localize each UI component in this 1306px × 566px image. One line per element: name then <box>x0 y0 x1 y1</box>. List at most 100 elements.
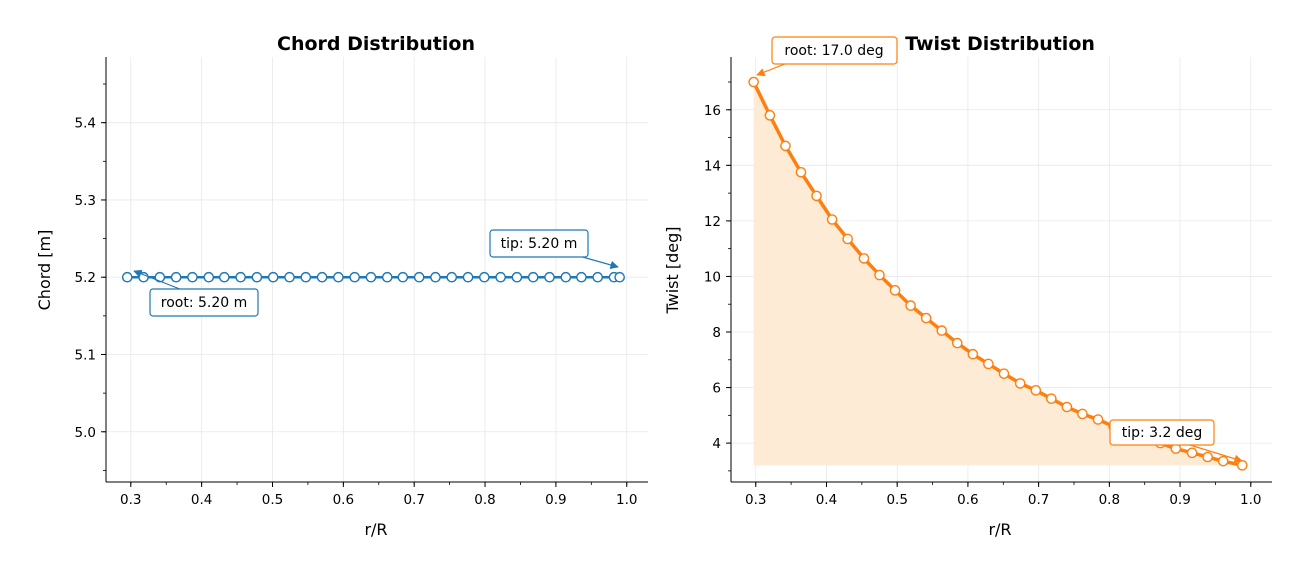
twist-series <box>748 76 1248 471</box>
twist-data-point <box>920 312 932 324</box>
twist-data-point <box>983 358 994 370</box>
twist-data-point <box>967 348 979 360</box>
chord-data-point <box>527 271 539 283</box>
chord-x-tick-label: 0.9 <box>545 492 566 508</box>
twist-y-tick-label: 12 <box>704 214 721 230</box>
chord-root-annotation-box <box>149 288 259 317</box>
chord-x-tick-label: 0.4 <box>191 492 212 508</box>
twist-data-point <box>811 190 822 202</box>
chord-distribution-chart: 0.3 0.4 0.5 0.6 0.7 0.8 0.9 1.05.05.15.25.35.4 … <box>35 33 648 539</box>
twist-x-tick-label: 0.5 <box>886 492 907 508</box>
twist-data-point <box>748 76 759 88</box>
twist-distribution-chart: 0.3 0.4 0.5 0.6 0.7 0.8 0.9 1.0 4 6 8 10 12 14 16 Twis… <box>663 33 1272 539</box>
chord-data-point <box>446 271 458 283</box>
chord-tip-annotation-text: tip: 5.20 m <box>501 236 578 252</box>
twist-chart-title: Twist Distribution <box>905 33 1095 55</box>
twist-tip-annotation-text: tip: 3.2 deg <box>1122 425 1203 441</box>
chord-data-point <box>381 271 393 283</box>
twist-data-point <box>842 233 853 245</box>
twist-root-annotation-box <box>771 36 898 65</box>
chord-data-point <box>219 271 230 283</box>
twist-x-axis-label: r/R <box>988 520 1011 539</box>
twist-x-tick-label: 0.3 <box>745 492 766 508</box>
chord-data-point <box>614 271 625 283</box>
chord-axes: 0.3 0.4 0.5 0.6 0.7 0.8 0.9 1.0 5.0 5.1 5.2 5.3 5.4 <box>75 57 648 508</box>
chord-data-point <box>187 271 198 283</box>
chord-data-point <box>300 271 312 283</box>
twist-y-axis-label: Twist [deg] <box>663 227 682 315</box>
twist-x-tick-label: 1.0 <box>1240 492 1261 508</box>
chord-chart-title: Chord Distribution <box>277 33 475 55</box>
chord-y-tick-label: 5.1 <box>75 348 96 364</box>
chord-data-point <box>365 271 377 283</box>
twist-data-point <box>795 166 807 178</box>
chord-y-tick-label: 5.0 <box>75 425 96 441</box>
chord-data-point <box>333 271 344 283</box>
twist-tip-annotation-box <box>1109 419 1215 446</box>
twist-y-tick-label: 10 <box>704 269 721 285</box>
twist-data-point <box>998 368 1010 379</box>
chord-data-point <box>251 271 263 283</box>
twist-x-tick-label: 0.6 <box>957 492 978 508</box>
twist-data-point <box>1202 451 1213 463</box>
chord-data-point <box>154 271 166 283</box>
twist-root-annotation: root: 17.0 deg <box>756 36 898 77</box>
chord-data-point <box>203 271 215 283</box>
twist-tip-annotation: tip: 3.2 deg <box>1109 419 1243 463</box>
twist-x-tick-label: 0.4 <box>816 492 837 508</box>
twist-y-tick-label: 6 <box>712 381 721 397</box>
chord-x-tick-label: 0.6 <box>333 492 354 508</box>
twist-data-point <box>952 337 963 349</box>
twist-data-point <box>905 300 916 311</box>
twist-data-point <box>936 325 948 336</box>
chord-data-point <box>170 271 182 283</box>
twist-y-tick-label: 4 <box>712 436 721 452</box>
chord-x-tick-label: 1.0 <box>616 492 637 508</box>
chord-root-annotation: root: 5.20 m <box>133 269 259 317</box>
twist-data-point <box>780 140 791 152</box>
chord-tip-annotation-box <box>489 229 589 258</box>
twist-y-tick-label: 8 <box>712 325 721 341</box>
chord-data-point <box>413 271 425 283</box>
chord-data-point <box>121 271 133 283</box>
twist-root-annotation-text: root: 17.0 deg <box>784 43 883 59</box>
twist-data-point <box>1061 401 1073 413</box>
chord-y-tick-label: 5.3 <box>75 193 96 209</box>
twist-axes: 0.3 0.4 0.5 0.6 0.7 0.8 0.9 1.0 4 6 8 10 12 14 16 <box>704 57 1272 508</box>
twist-y-tick-label: 16 <box>704 103 721 119</box>
chord-tip-annotation: tip: 5.20 m <box>489 229 619 269</box>
twist-data-point <box>1092 414 1104 425</box>
twist-y-tick-label: 14 <box>704 158 721 174</box>
twist-x-tick-label: 0.7 <box>1028 492 1049 508</box>
twist-x-tick-label: 0.9 <box>1169 492 1190 508</box>
chord-data-point <box>560 271 572 283</box>
chord-x-tick-label: 0.3 <box>120 492 141 508</box>
twist-data-point <box>858 253 870 264</box>
twist-data-point <box>1077 408 1088 420</box>
chord-data-point <box>511 271 523 283</box>
chord-data-point <box>592 271 603 283</box>
twist-x-tick-label: 0.8 <box>1099 492 1120 508</box>
chord-x-axis-label: r/R <box>364 520 387 539</box>
chord-grid <box>106 57 648 482</box>
chord-data-point <box>349 271 360 283</box>
twist-data-point <box>1046 393 1057 404</box>
twist-area-fill <box>753 82 1243 466</box>
chord-x-tick-label: 0.8 <box>474 492 495 508</box>
chord-y-tick-label: 5.4 <box>75 116 96 132</box>
chord-x-tick-label: 0.7 <box>403 492 424 508</box>
chord-data-point <box>235 271 246 283</box>
chord-x-tick-label: 0.5 <box>262 492 283 508</box>
chord-data-point <box>576 271 587 283</box>
chord-y-tick-label: 5.2 <box>75 270 96 286</box>
twist-data-point <box>1030 385 1042 396</box>
chord-data-point <box>284 271 295 283</box>
twist-data-point <box>1236 460 1248 471</box>
twist-data-point <box>874 269 885 281</box>
chord-root-annotation-text: root: 5.20 m <box>161 295 248 311</box>
chord-data-point <box>316 271 328 283</box>
chord-data-point <box>430 271 441 283</box>
chord-data-point <box>495 271 506 283</box>
chord-data-point <box>267 271 279 283</box>
